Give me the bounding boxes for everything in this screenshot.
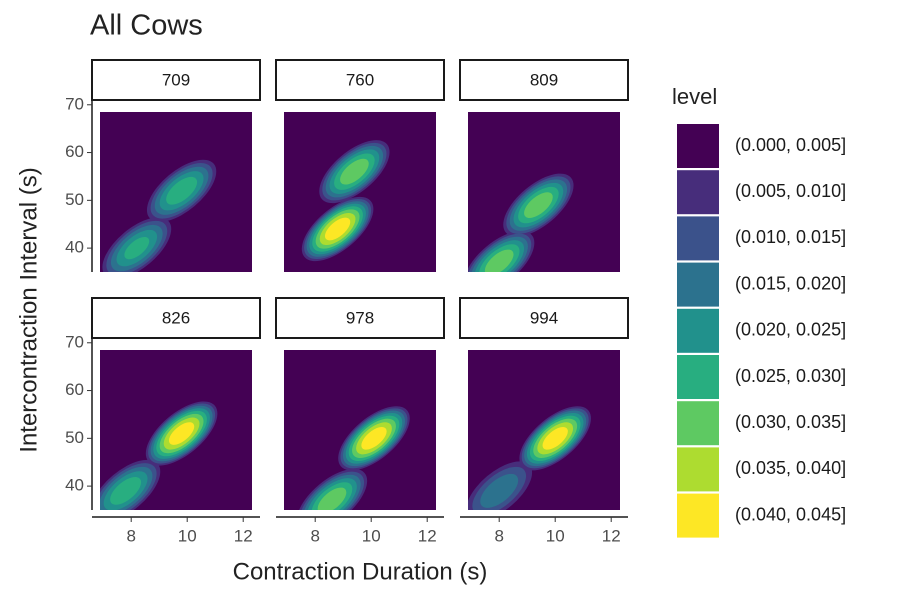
density-contour	[317, 487, 347, 510]
legend-label: (0.030, 0.035]	[735, 412, 846, 432]
density-contour	[168, 422, 195, 445]
density-contour	[484, 249, 514, 272]
density-panel	[284, 112, 436, 272]
density-panel	[468, 112, 620, 272]
legend-title: level	[672, 84, 717, 109]
legend-key	[677, 216, 719, 261]
facet-label: 809	[530, 70, 558, 89]
density-panel	[468, 350, 620, 510]
legend-label: (0.010, 0.015]	[735, 227, 846, 247]
legend-key	[677, 308, 719, 353]
legend-label: (0.040, 0.045]	[735, 504, 846, 524]
legend-key	[677, 262, 719, 307]
facet-label: 760	[346, 70, 374, 89]
density-contour	[524, 192, 553, 218]
facet-strip	[459, 297, 629, 339]
facet-label: 994	[530, 308, 558, 327]
facet-label: 978	[346, 308, 374, 327]
density-contour	[124, 236, 150, 260]
legend-key	[677, 355, 719, 399]
x-tick-label: 8	[126, 526, 135, 545]
x-tick-label: 12	[418, 526, 437, 545]
density-panel	[100, 112, 252, 272]
facet-label: 709	[162, 70, 190, 89]
density-panel	[284, 350, 436, 510]
density-panel	[100, 350, 252, 510]
legend-key	[677, 401, 719, 446]
x-tick-label: 12	[234, 526, 253, 545]
y-tick-label: 70	[65, 332, 84, 351]
legend-label: (0.000, 0.005]	[735, 135, 846, 155]
x-tick-label: 10	[178, 526, 197, 545]
x-tick-label: 8	[310, 526, 319, 545]
facet-strip	[91, 297, 261, 339]
y-tick-label: 70	[65, 94, 84, 113]
density-contour	[361, 426, 387, 450]
density-contour	[166, 176, 198, 205]
x-tick-label: 10	[546, 526, 565, 545]
x-tick-label: 10	[362, 526, 381, 545]
legend-label: (0.035, 0.040]	[735, 458, 846, 478]
chart-title: All Cows	[90, 10, 203, 42]
legend-key	[677, 447, 719, 492]
y-tick-label: 50	[65, 428, 84, 447]
density-contour	[480, 473, 519, 508]
y-tick-label: 50	[65, 190, 84, 209]
facet-strip	[275, 59, 445, 101]
legend-key	[677, 124, 719, 168]
legend-key	[677, 170, 719, 215]
x-axis-title: Contraction Duration (s)	[233, 558, 488, 585]
y-tick-label: 60	[65, 142, 84, 161]
x-tick-label: 12	[602, 526, 621, 545]
y-tick-label: 60	[65, 380, 84, 399]
legend-label: (0.015, 0.020]	[735, 273, 846, 293]
density-contour	[324, 217, 351, 241]
legend-label: (0.025, 0.030]	[735, 366, 846, 386]
density-contour	[340, 158, 369, 185]
legend-key	[677, 493, 719, 538]
y-tick-label: 40	[65, 476, 84, 495]
facet-label: 826	[162, 308, 190, 327]
legend-label: (0.020, 0.025]	[735, 320, 846, 340]
facet-strip	[275, 297, 445, 339]
facet-strip	[459, 59, 629, 101]
density-contour	[542, 426, 568, 450]
density-contour	[110, 476, 142, 505]
y-axis-title: Intercontraction Interval (s)	[15, 167, 42, 452]
legend-label: (0.005, 0.010]	[735, 181, 846, 201]
x-tick-label: 8	[494, 526, 503, 545]
facet-strip	[91, 59, 261, 101]
y-tick-label: 40	[65, 238, 84, 257]
